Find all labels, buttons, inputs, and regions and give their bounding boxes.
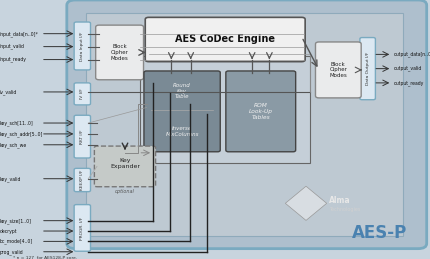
Text: RKT I/F: RKT I/F [80,129,84,144]
Polygon shape [285,186,326,220]
FancyBboxPatch shape [315,42,360,98]
Text: Data Input I/F: Data Input I/F [80,31,84,61]
Text: key_sch_addr[5..0]: key_sch_addr[5..0] [0,131,43,137]
Text: input_ready: input_ready [0,57,27,62]
Bar [140,56,310,163]
Text: iv_valid: iv_valid [0,89,17,95]
Bar [86,13,402,236]
Text: Round
Key
Table: Round Key Table [173,83,190,99]
Text: key_size[1..0]: key_size[1..0] [0,218,32,224]
FancyBboxPatch shape [225,71,295,152]
FancyBboxPatch shape [145,17,304,62]
Text: input_valid: input_valid [0,44,25,49]
FancyBboxPatch shape [144,71,220,152]
Text: AES-P: AES-P [351,224,406,242]
Text: AES CoDec Engine: AES CoDec Engine [175,34,275,45]
FancyBboxPatch shape [94,146,155,187]
FancyBboxPatch shape [67,0,426,249]
FancyBboxPatch shape [359,38,375,100]
Text: optional: optional [115,189,135,194]
FancyBboxPatch shape [95,25,143,80]
Text: Alma: Alma [329,196,350,205]
Text: key_sch[11..0]: key_sch[11..0] [0,120,34,126]
FancyBboxPatch shape [74,115,90,158]
FancyBboxPatch shape [74,22,90,70]
Text: output_valid: output_valid [393,66,421,71]
Text: output_data[n..0]*: output_data[n..0]* [393,52,430,57]
Text: bc_mode[4..0]: bc_mode[4..0] [0,239,33,244]
Text: Block
Cipher
Modes: Block Cipher Modes [111,44,128,61]
Text: PROGR. I/F: PROGR. I/F [80,216,84,240]
Text: Block
Cipher
Modes: Block Cipher Modes [329,62,347,78]
FancyBboxPatch shape [74,205,90,251]
Text: Technologies: Technologies [329,206,360,212]
Text: input_data[n..0]*: input_data[n..0]* [0,31,39,37]
Text: IV I/F: IV I/F [80,89,84,99]
Text: decrypt: decrypt [0,228,18,234]
Text: prog_valid: prog_valid [0,249,24,255]
Text: key_valid: key_valid [0,176,22,182]
Text: KEEXP I/F: KEEXP I/F [80,170,84,190]
Text: ROM
Look-Up
Tables: ROM Look-Up Tables [248,103,272,120]
Text: * n = 127  for AES128-P core.
  n = 31   for AES32-P core.: * n = 127 for AES128-P core. n = 31 for … [13,256,77,259]
Text: Key
Expander: Key Expander [110,159,140,169]
Text: key_sch_we: key_sch_we [0,142,27,148]
Text: output_ready: output_ready [393,80,423,86]
Text: Inverse
MixColumns: Inverse MixColumns [165,126,198,137]
FancyBboxPatch shape [74,83,90,105]
FancyBboxPatch shape [74,168,90,192]
Text: Data Output I/F: Data Output I/F [365,52,369,85]
